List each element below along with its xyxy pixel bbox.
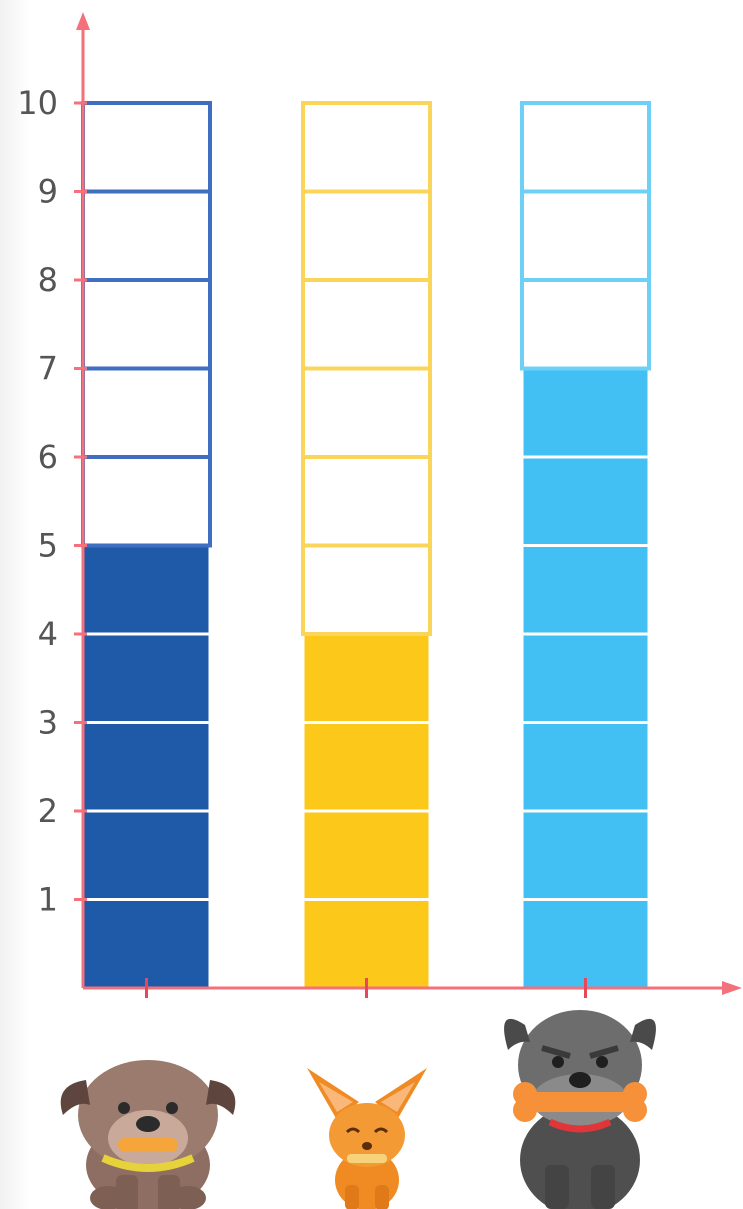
bar-unit-filled (520, 898, 651, 990)
x-axis-arrow (722, 981, 742, 995)
y-tick-label: 9 (38, 173, 58, 211)
bar-unit-filled (520, 632, 651, 724)
bar-unit-empty (301, 189, 432, 282)
bar-unit-empty (81, 189, 212, 282)
y-tick-label: 10 (17, 84, 58, 122)
bulldog-icon (60, 1060, 236, 1209)
y-tick-label: 8 (38, 261, 58, 299)
bar-unit-empty (520, 278, 651, 371)
bar-unit-filled (520, 544, 651, 636)
y-axis-arrow (76, 12, 90, 30)
bar-unit-filled (520, 809, 651, 901)
y-tick-label: 6 (38, 438, 58, 476)
bar-unit-empty (81, 101, 212, 194)
bar-unit-filled (81, 544, 212, 636)
bar-unit-filled (301, 809, 432, 901)
page-edge-shade (0, 0, 30, 1209)
bar-unit-filled (81, 809, 212, 901)
bar-unit-filled (81, 721, 212, 813)
y-tick-label: 7 (38, 350, 58, 388)
y-tick-label: 2 (38, 792, 58, 830)
bar-unit-filled (301, 721, 432, 813)
bar-unit-empty (301, 101, 432, 194)
bar-unit-empty (81, 366, 212, 459)
bar-unit-empty (81, 278, 212, 371)
bar-unit-empty (301, 543, 432, 636)
bar-3 (520, 101, 651, 990)
bars (81, 101, 651, 990)
axes (74, 12, 742, 998)
y-tick-label: 3 (38, 704, 58, 742)
y-tick-label: 5 (38, 527, 58, 565)
bar-unit-empty (520, 101, 651, 194)
y-tick-labels: 1 2 3 4 5 6 7 8 9 10 (17, 84, 58, 919)
bar-unit-empty (520, 189, 651, 282)
bar-unit-empty (301, 366, 432, 459)
bar-unit-empty (301, 455, 432, 548)
bar-unit-filled (520, 721, 651, 813)
bar-unit-filled (520, 367, 651, 459)
bar-2 (301, 101, 432, 990)
bar-unit-filled (301, 632, 432, 724)
bar-1 (81, 101, 212, 990)
bar-unit-empty (301, 278, 432, 371)
y-tick-label: 4 (38, 615, 58, 653)
schnauzer-icon (504, 1010, 656, 1209)
bar-unit-empty (81, 455, 212, 548)
bar-unit-filled (301, 898, 432, 990)
chihuahua-icon (307, 1068, 427, 1209)
y-tick-label: 1 (38, 881, 58, 919)
bar-unit-filled (81, 898, 212, 990)
bar-unit-filled (520, 455, 651, 547)
bar-unit-filled (81, 632, 212, 724)
